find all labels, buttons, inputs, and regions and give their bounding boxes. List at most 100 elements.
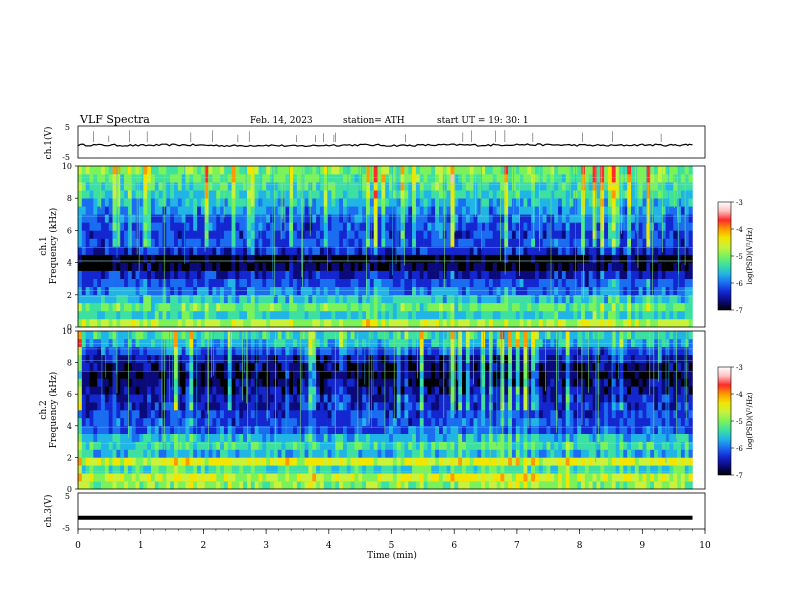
spectrogram-cell xyxy=(646,310,651,320)
spectrogram-cell xyxy=(131,338,136,348)
spectrogram-cell xyxy=(408,230,413,239)
spectrogram-cell xyxy=(584,198,590,207)
spectrogram-cell xyxy=(442,182,447,191)
spectrogram-cell xyxy=(377,402,382,411)
spectrogram-cell xyxy=(350,238,355,247)
spectrogram-cell xyxy=(546,262,551,271)
spectrogram-cell xyxy=(250,278,255,288)
spectrogram-cell xyxy=(112,394,117,403)
spectrogram-cell xyxy=(335,166,340,175)
spectrogram-cell xyxy=(442,286,447,296)
spectrogram-cell xyxy=(319,370,325,379)
spectrogram-cell xyxy=(270,294,275,304)
spectrogram-cell xyxy=(634,246,639,255)
spectrogram-cell xyxy=(366,310,371,320)
spectrogram-cell xyxy=(266,465,271,474)
spectrogram-cell xyxy=(661,174,666,183)
spectrogram-cell xyxy=(669,182,674,191)
spectrogram-cell xyxy=(216,198,221,207)
spectrogram-cell xyxy=(631,238,636,247)
spectrogram-cell xyxy=(373,278,378,288)
spectrogram-cell xyxy=(404,310,409,320)
spectrogram-cell xyxy=(293,230,298,239)
spectrogram-cell xyxy=(412,230,417,239)
spectrogram-cell xyxy=(415,230,421,239)
spectrogram-cell xyxy=(162,310,167,320)
spectrogram-cell xyxy=(323,230,328,239)
spectrogram-cell xyxy=(243,198,248,207)
spectrogram-cell xyxy=(101,190,106,199)
spectrogram-cell xyxy=(197,425,202,434)
spectrogram-cell xyxy=(473,238,478,247)
spectrogram-cell xyxy=(246,441,252,450)
spectrogram-cell xyxy=(319,238,325,247)
spectrogram-cell xyxy=(300,481,305,490)
spectrogram-cell xyxy=(339,354,344,363)
spectrogram-cell xyxy=(339,310,344,320)
spectrogram-cell xyxy=(170,370,175,379)
spectrogram-cell xyxy=(454,198,459,207)
spectrogram-cell xyxy=(558,246,563,255)
spectrogram-cell xyxy=(373,238,378,247)
spectrogram-cell xyxy=(78,246,83,255)
spectrogram-cell xyxy=(331,198,336,207)
ch1-colorbar: -3-4-5-6-7 log(PSD)(V²/Hz) xyxy=(717,199,754,315)
spectrogram-cell xyxy=(327,473,332,482)
spectrogram-cell xyxy=(358,473,363,482)
spectrogram-cell xyxy=(369,278,375,288)
spectrogram-cell xyxy=(143,294,148,304)
spectrogram-cell xyxy=(508,174,513,183)
spectrogram-cell xyxy=(458,286,463,296)
spectrogram-cell xyxy=(93,214,98,223)
spectrogram-cell xyxy=(124,246,129,255)
spectrogram-cell xyxy=(112,182,117,191)
spectrogram-cell xyxy=(331,294,336,304)
spectrogram-cell xyxy=(308,354,313,363)
spectrogram-cell xyxy=(250,318,255,328)
spectrogram-cell xyxy=(97,254,102,263)
spectrogram-cell xyxy=(112,206,117,215)
spectrogram-cell xyxy=(81,465,86,474)
spectrogram-cell xyxy=(281,222,286,231)
spectrogram-cell xyxy=(204,286,209,296)
spectrogram-cell xyxy=(193,270,198,279)
spectrogram-cell xyxy=(339,370,344,379)
spectrogram-cell xyxy=(293,481,298,490)
spectrogram-cell xyxy=(266,346,271,355)
spectrogram-cell xyxy=(231,433,236,442)
spectrogram-cell xyxy=(511,246,517,255)
spectrogram-cell xyxy=(400,254,405,263)
spectrogram-cell xyxy=(481,270,486,279)
spectrogram-cell xyxy=(366,222,371,231)
spectrogram-cell xyxy=(535,198,540,207)
spectrogram-cell xyxy=(116,246,121,255)
spectrogram-cell xyxy=(446,182,451,191)
spectrogram-cell xyxy=(285,410,290,419)
spectrogram-cell xyxy=(577,254,582,263)
spectrogram-cell xyxy=(231,230,236,239)
spectrogram-cell xyxy=(550,230,555,239)
spectrogram-cell xyxy=(293,190,298,199)
spectrogram-cell xyxy=(623,278,628,288)
spectrogram-cell xyxy=(108,481,113,490)
spectrogram-cell xyxy=(258,270,263,279)
spectrogram-cell xyxy=(281,457,286,466)
spectrogram-cell xyxy=(327,302,332,312)
spectrogram-cell xyxy=(665,262,670,271)
spectrogram-cell xyxy=(101,425,106,434)
spectrogram-cell xyxy=(273,465,278,474)
spectrogram-cell xyxy=(462,230,467,239)
spectrogram-cell xyxy=(439,182,444,191)
spectrogram-cell xyxy=(78,441,83,450)
spectrogram-cell xyxy=(327,402,332,411)
spectrogram-cell xyxy=(181,417,186,427)
spectrogram-cell xyxy=(166,286,171,296)
spectrogram-cell xyxy=(139,238,144,247)
spectrogram-cell xyxy=(116,302,121,312)
spectrogram-cell xyxy=(181,410,186,419)
spectrogram-cell xyxy=(569,294,574,304)
spectrogram-cell xyxy=(519,318,524,328)
spectrogram-cell xyxy=(293,338,298,348)
spectrogram-cell xyxy=(216,262,221,271)
spectrogram-cell xyxy=(154,190,159,199)
